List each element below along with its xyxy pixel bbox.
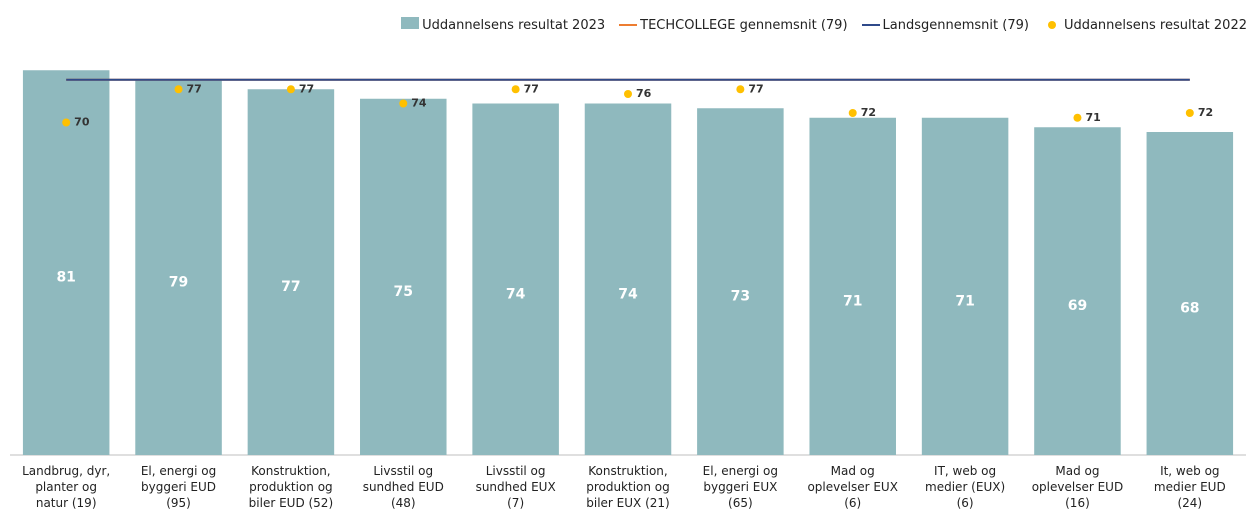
bar-label: 81	[56, 270, 75, 286]
bar	[697, 108, 784, 455]
legend-swatch	[619, 18, 638, 33]
legend-item: Uddannelsens resultat 2023	[401, 17, 605, 33]
dot-label: 71	[1085, 111, 1100, 124]
dot-label: 72	[861, 106, 876, 119]
x-tick-label: Livsstil og sundhed EUD (48)	[362, 464, 444, 510]
x-tick-label: Livsstil og sundhed EUX (7)	[475, 464, 556, 510]
bar-label: 69	[1068, 298, 1087, 314]
dot	[286, 85, 295, 94]
legend-item: TECHCOLLEGE gennemsnit (79)	[619, 17, 848, 33]
dot-label: 70	[74, 116, 90, 129]
dot-label: 77	[187, 82, 202, 95]
dot-label: 77	[748, 82, 763, 95]
bar-label: 79	[169, 274, 188, 290]
dot	[736, 85, 745, 94]
dot	[511, 85, 520, 94]
dot-label: 74	[411, 97, 427, 110]
bar-label: 75	[394, 284, 413, 300]
dot-label: 77	[524, 82, 539, 95]
bar	[809, 117, 896, 455]
dot-label: 77	[299, 82, 314, 95]
legend-item: Uddannelsens resultat 2022	[1043, 17, 1247, 33]
x-tick-label: Landbrug, dyr, planter og natur (19)	[22, 464, 111, 510]
bar-label: 71	[843, 293, 862, 309]
bar-label: 71	[955, 293, 974, 309]
x-tick-label: Mad og oplevelser EUD (16)	[1031, 464, 1124, 510]
dot-label: 76	[636, 87, 652, 100]
legend-swatch	[861, 18, 880, 33]
bar	[247, 89, 335, 455]
dot-label: 72	[1198, 106, 1213, 119]
x-tick-label: It, web og medier EUD (24)	[1153, 464, 1226, 510]
bar-label: 73	[731, 289, 750, 305]
bar	[472, 103, 559, 455]
x-tick-label: El, energi og byggeri EUD (95)	[140, 464, 217, 510]
bar-label: 74	[618, 286, 638, 302]
x-tick-label: IT, web og medier (EUX) (6)	[925, 464, 1006, 510]
x-tick-label: Konstruktion, produktion og biler EUD (5…	[248, 464, 334, 510]
dot	[624, 90, 632, 98]
legend-swatch	[1043, 18, 1061, 33]
dot	[848, 109, 857, 117]
bar	[1034, 127, 1121, 455]
bar-label: 74	[506, 286, 526, 302]
bar	[22, 70, 110, 455]
dot	[1185, 109, 1194, 117]
bar-label: 68	[1180, 301, 1199, 317]
dot	[1073, 113, 1082, 122]
dot	[399, 99, 408, 108]
legend-label: Uddannelsens resultat 2023	[422, 17, 606, 33]
legend-label: Uddannelsens resultat 2022	[1063, 17, 1247, 33]
bar	[584, 103, 672, 455]
legend-swatch	[401, 17, 420, 33]
dot	[174, 85, 183, 94]
bar	[1146, 132, 1234, 455]
x-tick-label: Konstruktion, produktion og biler EUX (2…	[586, 464, 670, 510]
dot	[62, 118, 71, 127]
bar	[135, 79, 222, 455]
bar	[360, 98, 447, 455]
legend: Uddannelsens resultat 2023 TECHCOLLEGE ge…	[401, 17, 1247, 33]
bar-label: 77	[281, 279, 300, 295]
bar	[921, 117, 1009, 455]
x-tick-label: Mad og oplevelser EUX (6)	[807, 464, 898, 510]
legend-label: Landsgennemsnit (79)	[882, 17, 1029, 33]
x-tick-label: El, energi og byggeri EUX (65)	[702, 464, 779, 510]
legend-item: Landsgennemsnit (79)	[861, 17, 1029, 33]
legend-label: TECHCOLLEGE gennemsnit (79)	[640, 17, 848, 33]
